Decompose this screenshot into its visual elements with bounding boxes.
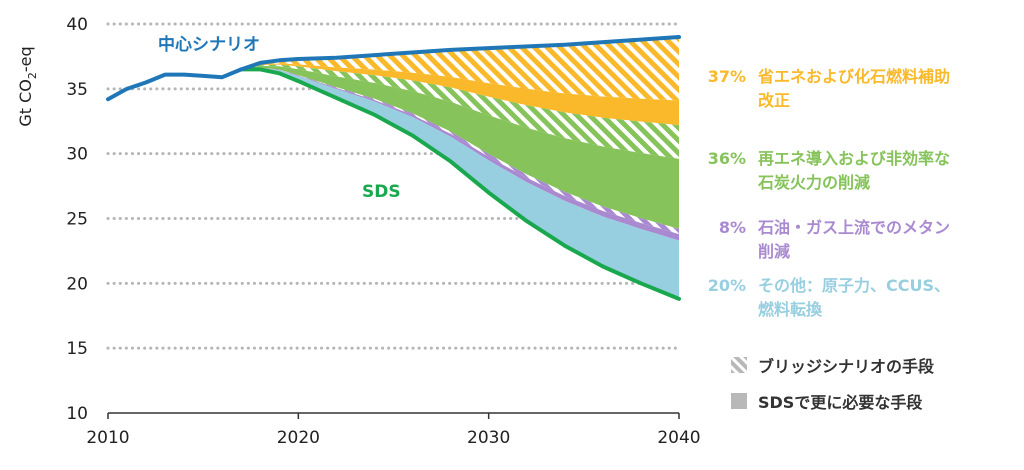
axes: 10 15 20 25 30 35 40 2010 2020 2030 2040 Gt CO2-eq	[16, 15, 701, 448]
legend-swatch-hatched	[731, 357, 747, 373]
wedge-label-line: 省エネおよび化石燃料補助	[757, 67, 950, 86]
y-axis-label-main: Gt CO	[16, 79, 35, 127]
wedge-label-line: 燃料転換	[758, 300, 823, 319]
wedge-sds-area	[250, 67, 680, 241]
x-tick-label: 2040	[657, 428, 700, 448]
wedge-bridge-area	[250, 67, 680, 235]
y-tick-label: 25	[66, 210, 88, 230]
wedge-pct-label: 37%	[708, 67, 746, 86]
y-tick-label: 20	[66, 274, 88, 294]
series-label-central: 中心シナリオ	[158, 34, 260, 55]
wedge-label-line: 改正	[758, 91, 790, 110]
y-tick-label: 10	[66, 404, 88, 424]
wedge-pct-label: 20%	[708, 276, 746, 295]
wedge-label-line: 削減	[758, 242, 790, 261]
wedge-sds-area	[250, 63, 680, 126]
wedge-bridge-area	[250, 37, 680, 101]
wedge-pct-label: 8%	[719, 218, 746, 237]
legend: ブリッジシナリオの手段 SDSで更に必要な手段	[731, 357, 935, 412]
wedge-label-line: 石炭火力の削減	[757, 173, 870, 192]
y-axis-label-sub: 2	[26, 72, 39, 79]
wedge-areas	[250, 37, 680, 299]
series-lines	[106, 35, 681, 301]
wedge-label-line: 再エネ導入および非効率な	[758, 149, 950, 168]
y-axis-label: Gt CO2-eq	[16, 46, 39, 126]
x-tick-label: 2020	[277, 428, 320, 448]
x-tick-label: 2030	[467, 428, 510, 448]
y-tick-label: 40	[66, 15, 88, 35]
y-axis-label-suffix: -eq	[16, 46, 35, 72]
series-line-sds	[239, 67, 681, 301]
y-tick-label: 15	[66, 339, 88, 359]
wedge-sds-area	[250, 65, 680, 229]
legend-swatch-solid	[731, 393, 747, 409]
y-tick-label: 30	[66, 145, 88, 165]
wedge-sds-area	[250, 67, 680, 299]
wedge-label-line: 石油・ガス上流でのメタン	[757, 218, 950, 237]
wedge-pct-label: 36%	[708, 149, 746, 168]
series-line-central	[106, 35, 681, 102]
x-tick-label: 2010	[86, 428, 129, 448]
legend-item-label: SDSで更に必要な手段	[758, 393, 923, 412]
y-tick-label: 35	[66, 80, 88, 100]
series-label-sds: SDS	[362, 182, 401, 202]
wedge-bridge-area	[250, 64, 680, 159]
legend-item-label: ブリッジシナリオの手段	[758, 357, 935, 376]
wedge-label-line: その他：原子力、CCUS、	[758, 276, 950, 295]
